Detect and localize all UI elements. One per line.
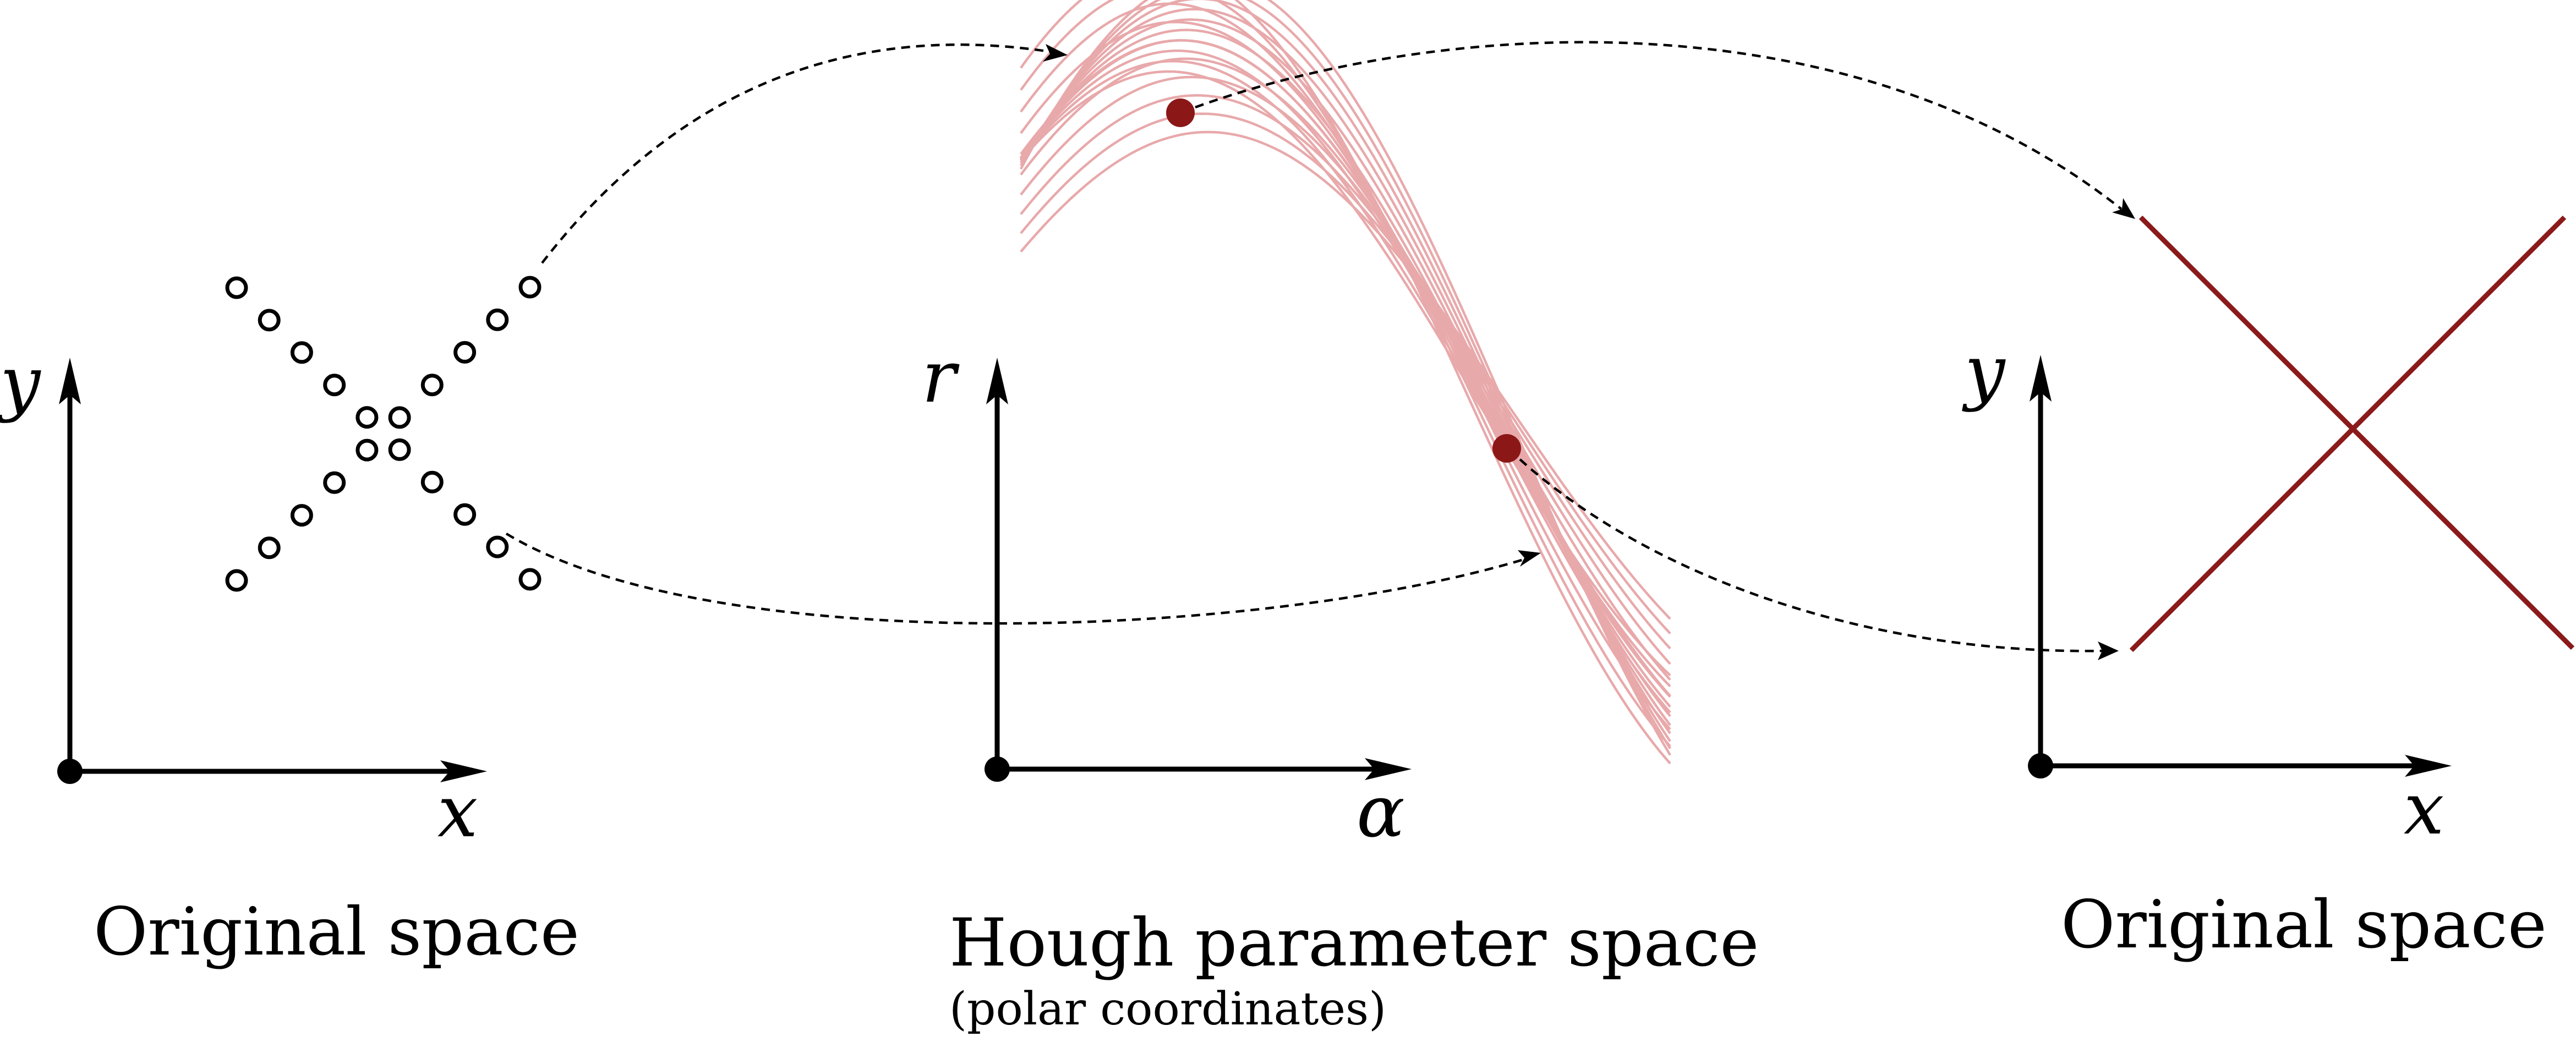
edge-point xyxy=(225,569,248,592)
left-x-arrowhead xyxy=(440,760,487,782)
edge-point xyxy=(453,503,477,526)
middle-panel: r α Hough parameter space (polar coordin… xyxy=(922,0,1759,1035)
right-x-arrowhead xyxy=(2405,755,2452,777)
edge-point xyxy=(225,276,248,299)
hough-peak-lower xyxy=(1492,434,1521,463)
edge-point xyxy=(420,374,444,397)
middle-alpha-label: α xyxy=(1357,770,1405,853)
edge-point xyxy=(290,504,313,527)
left-origin-dot xyxy=(57,759,83,784)
arrow-peak-to-line-b xyxy=(1519,458,2103,652)
hough-curve xyxy=(1020,112,1671,635)
edge-point xyxy=(420,470,444,493)
detected-line-descending xyxy=(2139,215,2575,650)
arrow-peak-to-line-b-head xyxy=(2098,641,2119,660)
left-caption: Original space xyxy=(94,894,579,970)
arrow-peak-to-line-a xyxy=(1195,41,2123,210)
right-axes xyxy=(2028,355,2452,778)
arrow-points-to-peak xyxy=(505,533,1528,625)
edge-point xyxy=(258,536,281,560)
hough-curve xyxy=(1020,0,1671,765)
arrow-points-to-peak-head xyxy=(1518,550,1541,567)
edge-point xyxy=(388,406,411,429)
left-axes xyxy=(57,358,487,784)
hough-curve xyxy=(1020,0,1671,756)
right-x-label: x xyxy=(2404,767,2444,851)
hough-curves xyxy=(1020,0,1671,765)
right-y-arrowhead xyxy=(2030,355,2052,402)
hough-curve xyxy=(1020,0,1671,742)
arrow-peak-to-line-a-head xyxy=(2112,198,2135,219)
arrow-points-to-curves xyxy=(541,43,1054,264)
hough-peak-upper xyxy=(1166,98,1195,127)
hough-curve xyxy=(1020,8,1671,734)
middle-origin-dot xyxy=(985,756,1010,782)
edge-point xyxy=(518,568,542,591)
edge-points xyxy=(225,276,542,592)
right-y-label: y xyxy=(1962,330,2006,413)
edge-point xyxy=(518,276,542,299)
right-panel: y x Original space xyxy=(1962,215,2575,963)
arrow-points-to-curves-head xyxy=(1043,44,1068,62)
middle-r-label: r xyxy=(922,335,960,419)
detected-line-ascending xyxy=(2129,215,2567,652)
hough-curve xyxy=(1020,75,1671,665)
middle-axes xyxy=(985,358,1412,782)
left-y-label: y xyxy=(0,341,41,424)
hough-curve xyxy=(1020,57,1671,681)
left-x-label: x xyxy=(437,770,478,853)
edge-point xyxy=(486,535,509,558)
right-caption: Original space xyxy=(2061,887,2547,963)
edge-point xyxy=(486,308,509,331)
middle-alpha-arrowhead xyxy=(1365,758,1412,780)
middle-caption: Hough parameter space xyxy=(949,905,1759,981)
edge-point xyxy=(356,438,379,462)
edge-point xyxy=(290,341,313,364)
edge-point xyxy=(356,406,379,429)
edge-point xyxy=(258,309,281,332)
left-y-arrowhead xyxy=(59,358,81,404)
middle-subcaption: (polar coordinates) xyxy=(949,983,1386,1035)
edge-point xyxy=(323,471,346,494)
hough-curve xyxy=(1020,130,1671,620)
edge-point xyxy=(388,438,411,461)
right-origin-dot xyxy=(2028,753,2053,778)
edge-point xyxy=(323,374,346,397)
edge-point xyxy=(453,341,477,364)
left-panel: y x Original space xyxy=(0,276,579,970)
middle-r-arrowhead xyxy=(986,358,1008,404)
hough-curve xyxy=(1020,94,1671,650)
mapping-arrows xyxy=(505,41,2135,660)
